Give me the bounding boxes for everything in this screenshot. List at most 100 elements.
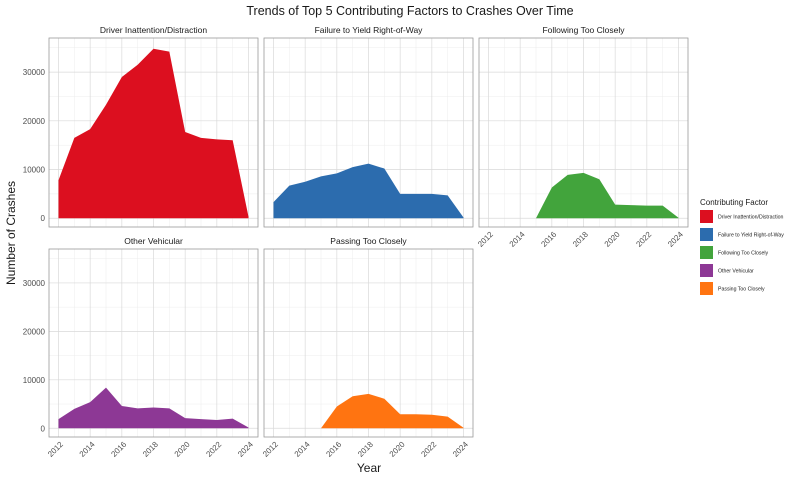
x-tick-label: 2016: [539, 229, 558, 248]
data-point-following-too-closely: [551, 186, 553, 188]
x-tick-label: 2018: [356, 439, 375, 458]
data-point-passing-too-closely: [320, 427, 322, 429]
data-point-failure-to-yield-right-of-way: [288, 184, 290, 186]
x-tick-label: 2018: [571, 229, 590, 248]
data-point-other-vehicular: [184, 417, 186, 419]
x-tick-label: 2012: [261, 439, 280, 458]
data-point-following-too-closely: [566, 174, 568, 176]
legend-swatch: [700, 264, 713, 277]
data-point-passing-too-closely: [415, 413, 417, 415]
data-point-other-vehicular: [73, 408, 75, 410]
data-point-passing-too-closely: [351, 395, 353, 397]
data-point-driver-inattention-distraction: [168, 50, 170, 52]
area-following-too-closely: [488, 172, 679, 219]
data-point-following-too-closely: [614, 203, 616, 205]
y-tick-label: 0: [41, 424, 46, 433]
x-tick-label: 2020: [173, 439, 192, 458]
data-point-other-vehicular: [89, 401, 91, 403]
data-point-driver-inattention-distraction: [184, 131, 186, 133]
x-tick-label: 2014: [508, 229, 527, 248]
data-point-driver-inattention-distraction: [121, 76, 123, 78]
data-point-driver-inattention-distraction: [152, 48, 154, 50]
y-tick-label: 30000: [23, 279, 46, 288]
y-tick-label: 10000: [23, 166, 46, 175]
data-point-passing-too-closely: [446, 415, 448, 417]
panel-title-passing-too-closely: Passing Too Closely: [330, 236, 407, 246]
data-point-passing-too-closely: [272, 427, 274, 429]
x-tick-label: 2022: [204, 439, 223, 458]
x-tick-label: 2014: [78, 439, 97, 458]
y-tick-label: 10000: [23, 376, 46, 385]
data-point-passing-too-closely: [288, 427, 290, 429]
panel-other-vehicular: Other Vehicular 0 10000 20000 30000 2012 2014 2…: [23, 236, 259, 459]
x-axis-title: Year: [357, 461, 381, 475]
data-point-following-too-closely: [487, 217, 489, 219]
data-point-failure-to-yield-right-of-way: [272, 201, 274, 203]
x-tick-label: 2022: [419, 439, 438, 458]
legend-swatch: [700, 282, 713, 295]
data-point-passing-too-closely: [399, 413, 401, 415]
data-point-other-vehicular: [168, 407, 170, 409]
x-tick-label: 2014: [293, 439, 312, 458]
data-point-other-vehicular: [121, 405, 123, 407]
data-point-following-too-closely: [503, 217, 505, 219]
area-driver-inattention-distraction: [58, 48, 249, 219]
x-tick-label: 2018: [141, 439, 160, 458]
legend-title: Contributing Factor: [700, 198, 768, 207]
data-point-passing-too-closely: [462, 427, 464, 429]
legend-item-driver-inattention-distraction: Driver Inattention/Distraction: [700, 210, 784, 223]
data-point-driver-inattention-distraction: [136, 64, 138, 66]
panel-border-passing-too-closely: [263, 248, 474, 438]
data-point-following-too-closely: [582, 172, 584, 174]
x-tick-label: 2024: [236, 439, 255, 458]
data-point-driver-inattention-distraction: [105, 104, 107, 106]
legend-label: Passing Too Closely: [718, 287, 765, 293]
data-point-other-vehicular: [57, 418, 59, 420]
data-point-following-too-closely: [535, 217, 537, 219]
data-point-failure-to-yield-right-of-way: [351, 166, 353, 168]
facet-panels: Driver Inattention/Distraction 0 10000 2000…: [23, 25, 689, 459]
legend-item-following-too-closely: Following Too Closely: [700, 246, 768, 259]
x-tick-label: 2020: [603, 229, 622, 248]
panel-title-other-vehicular: Other Vehicular: [124, 236, 183, 246]
data-point-passing-too-closely: [367, 393, 369, 395]
data-point-driver-inattention-distraction: [200, 137, 202, 139]
data-point-passing-too-closely: [336, 405, 338, 407]
panel-title-failure-to-yield-right-of-way: Failure to Yield Right-of-Way: [315, 25, 424, 35]
legend-label: Failure to Yield Right-of-Way: [718, 233, 784, 239]
data-point-passing-too-closely: [383, 398, 385, 400]
data-point-following-too-closely: [661, 204, 663, 206]
legend: Contributing Factor Driver Inattention/D…: [700, 198, 784, 295]
data-point-failure-to-yield-right-of-way: [415, 193, 417, 195]
panel-driver-inattention-distraction: Driver Inattention/Distraction 0 10000 2000…: [23, 25, 259, 228]
x-tick-label: 2022: [634, 229, 653, 248]
area-passing-too-closely: [273, 393, 464, 429]
data-point-following-too-closely: [630, 204, 632, 206]
legend-label: Following Too Closely: [718, 251, 768, 257]
panel-title-following-too-closely: Following Too Closely: [542, 25, 625, 35]
area-other-vehicular: [58, 387, 249, 429]
legend-label: Driver Inattention/Distraction: [718, 215, 784, 221]
data-point-driver-inattention-distraction: [73, 137, 75, 139]
x-tick-label: 2024: [451, 439, 470, 458]
panel-title-driver-inattention-distraction: Driver Inattention/Distraction: [100, 25, 208, 35]
data-point-failure-to-yield-right-of-way: [320, 175, 322, 177]
data-point-other-vehicular: [216, 419, 218, 421]
data-point-driver-inattention-distraction: [216, 138, 218, 140]
data-point-other-vehicular: [136, 407, 138, 409]
data-point-failure-to-yield-right-of-way: [446, 194, 448, 196]
y-tick-label: 30000: [23, 68, 46, 77]
data-point-following-too-closely: [598, 178, 600, 180]
legend-swatch: [700, 228, 713, 241]
legend-swatch: [700, 246, 713, 259]
data-point-driver-inattention-distraction: [247, 216, 249, 218]
data-point-passing-too-closely: [431, 414, 433, 416]
x-tick-label: 2016: [324, 439, 343, 458]
gridlines-passing-too-closely: [264, 249, 473, 437]
legend-swatch: [700, 210, 713, 223]
legend-items: Driver Inattention/Distraction Failure to…: [700, 210, 784, 295]
x-tick-label: 2020: [388, 439, 407, 458]
panel-border-failure-to-yield-right-of-way: [263, 37, 474, 228]
panel-passing-too-closely: Passing Too Closely 2012 2014 2016 2018 2020 2…: [261, 236, 474, 459]
